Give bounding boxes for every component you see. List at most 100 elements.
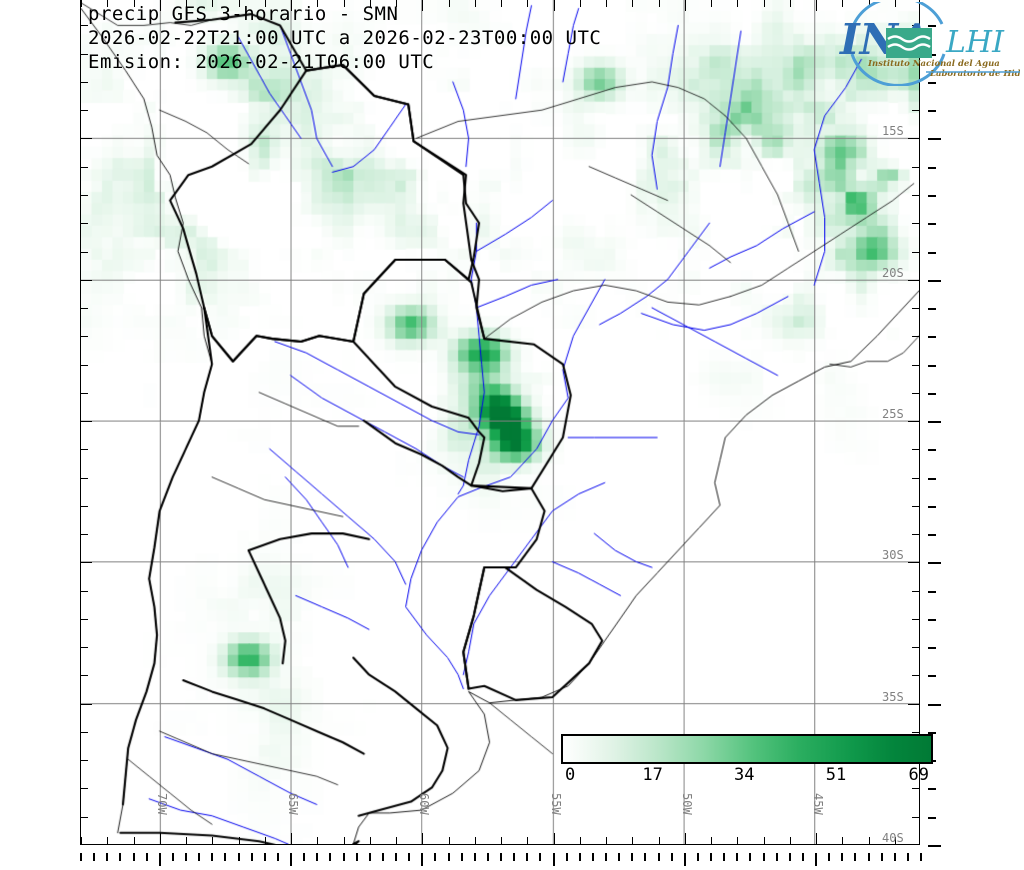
outer-lat-tick	[928, 138, 941, 140]
outer-lat-tick	[928, 647, 936, 649]
axis-tick	[711, 837, 712, 844]
lat-tick-label-20s: 20S	[882, 265, 904, 280]
axis-tick	[81, 647, 88, 648]
outer-lat-tick	[928, 252, 936, 254]
outer-lat-tick	[928, 25, 936, 27]
outer-lon-tick	[566, 853, 568, 861]
outer-lat-tick	[928, 591, 936, 593]
axis-tick	[81, 54, 88, 55]
outer-lat-tick	[928, 223, 936, 225]
axis-tick	[449, 0, 450, 7]
outer-lon-tick	[684, 853, 686, 866]
axis-tick	[912, 619, 919, 620]
outer-lon-tick	[618, 853, 620, 861]
outer-lat-tick	[928, 534, 936, 536]
axis-tick	[912, 534, 919, 535]
outer-lon-tick	[159, 853, 161, 866]
axis-tick	[580, 837, 581, 844]
axis-tick	[265, 0, 266, 7]
outer-lat-tick	[928, 336, 936, 338]
axis-tick	[81, 336, 88, 337]
axis-tick	[895, 837, 896, 844]
axis-tick	[212, 837, 213, 844]
outer-lon-tick	[658, 853, 660, 861]
axis-tick	[370, 0, 371, 7]
outer-lat-tick	[928, 365, 936, 367]
axis-tick	[396, 0, 397, 7]
axis-tick	[81, 0, 82, 7]
outer-lat-tick	[928, 845, 941, 847]
outer-lon-tick	[579, 853, 581, 861]
outer-lon-tick	[802, 853, 804, 861]
axis-tick	[501, 0, 502, 7]
axis-tick	[160, 0, 161, 11]
axis-tick	[659, 0, 660, 7]
axis-tick	[606, 837, 607, 844]
outer-lon-tick	[146, 853, 148, 861]
outer-lon-tick	[185, 853, 187, 861]
outer-lon-tick	[106, 853, 108, 861]
outer-lon-tick	[382, 853, 384, 861]
outer-lon-tick	[815, 853, 817, 866]
lon-tick-label-60w: 60W	[417, 793, 432, 815]
outer-lon-tick	[736, 853, 738, 861]
outer-lat-tick	[928, 421, 941, 423]
axis-tick	[912, 25, 919, 26]
lon-tick-label-50w: 50W	[679, 793, 694, 815]
axis-tick	[475, 837, 476, 844]
outer-lat-tick	[928, 280, 941, 282]
axis-tick	[396, 837, 397, 844]
outer-lon-tick	[316, 853, 318, 861]
axis-tick	[344, 837, 345, 844]
outer-lon-tick	[487, 853, 489, 861]
lat-tick-label-35s: 35S	[882, 689, 904, 704]
outer-lon-tick	[868, 853, 870, 861]
axis-tick	[908, 280, 919, 281]
axis-tick	[908, 562, 919, 563]
outer-lat-tick	[928, 449, 936, 451]
outer-lon-tick	[749, 853, 751, 861]
outer-lat-tick	[928, 732, 936, 734]
outer-lon-tick	[907, 853, 909, 861]
outer-lon-tick	[93, 853, 95, 861]
colorbar-tick-69: 69	[908, 765, 929, 785]
axis-tick	[81, 760, 88, 761]
outer-lon-tick	[513, 853, 515, 861]
axis-tick	[81, 817, 88, 818]
outer-lon-tick	[408, 853, 410, 861]
outer-lon-tick	[605, 853, 607, 861]
outer-lon-tick	[329, 853, 331, 861]
outer-lat-tick	[928, 675, 936, 677]
lon-tick-label-70w: 70W	[154, 793, 169, 815]
axis-tick	[344, 0, 345, 7]
axis-tick	[912, 365, 919, 366]
outer-lon-tick	[644, 853, 646, 861]
axis-tick	[81, 82, 88, 83]
outer-lat-tick	[928, 562, 941, 564]
outer-lon-tick	[474, 853, 476, 861]
axis-tick	[912, 732, 919, 733]
axis-tick	[422, 0, 423, 11]
lon-tick-label-45w: 45W	[811, 793, 825, 815]
axis-tick	[912, 308, 919, 309]
colorbar-gradient	[561, 734, 933, 764]
axis-tick	[912, 336, 919, 337]
axis-tick	[160, 833, 161, 844]
axis-tick	[475, 0, 476, 7]
axis-tick	[912, 449, 919, 450]
axis-tick	[134, 0, 135, 7]
outer-lon-tick	[789, 853, 791, 861]
outer-lon-tick	[881, 853, 883, 861]
outer-lat-tick	[928, 82, 936, 84]
outer-lon-tick	[264, 853, 266, 861]
axis-tick	[291, 833, 292, 844]
outer-lon-tick	[697, 853, 699, 861]
axis-tick	[816, 0, 817, 11]
axis-tick	[81, 837, 82, 844]
axis-tick	[317, 837, 318, 844]
axis-tick	[239, 0, 240, 7]
axis-tick	[912, 817, 919, 818]
outer-lat-tick	[928, 788, 936, 790]
outer-lat-tick	[928, 167, 936, 169]
